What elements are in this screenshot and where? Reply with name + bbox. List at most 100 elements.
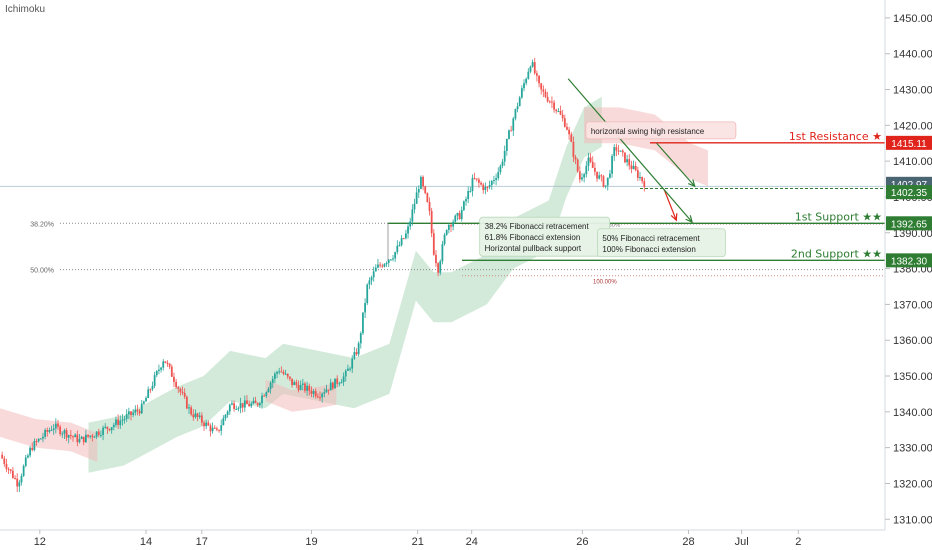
candle-body (478, 179, 480, 183)
candle-body (424, 186, 427, 194)
candle-body (192, 414, 195, 418)
candle-body (525, 78, 528, 84)
candle-body (123, 418, 126, 420)
candle-body (130, 411, 132, 415)
candle-body (48, 430, 51, 432)
price-axis[interactable]: 1310.00 1320.00 1330.00 1340.00 1350.00 1360.… (885, 13, 932, 526)
candle-body (175, 382, 178, 388)
candle-body (194, 413, 197, 418)
candle-body (100, 434, 102, 436)
candle-body (387, 259, 390, 263)
candle-body (430, 210, 433, 234)
candle-body (396, 245, 399, 253)
candle-body (499, 165, 502, 173)
candle-body (67, 435, 70, 438)
candle-body (142, 401, 145, 404)
x-tick-label: 19 (305, 536, 317, 548)
candle-body (533, 62, 536, 74)
pullback-arrow-head (688, 179, 696, 188)
fib-swing-arrow-head (685, 215, 693, 224)
candle-body (563, 118, 566, 127)
candle-body (37, 438, 40, 442)
candle-body (211, 427, 214, 432)
resistance-price-tag: 1415.11 (891, 139, 927, 150)
candle-body (177, 387, 180, 389)
x-tick-label: 26 (576, 536, 588, 548)
candle-body (258, 403, 261, 406)
candle-body (505, 138, 508, 151)
candle-body (278, 371, 281, 373)
price-axis-background (885, 0, 932, 550)
candle-body (334, 378, 336, 389)
candle-body (574, 157, 577, 160)
candle-body (452, 221, 455, 227)
candle-body (301, 383, 304, 385)
candle-body (536, 73, 538, 76)
candle-body (91, 435, 94, 437)
candle-body (338, 383, 341, 385)
candle-body (235, 408, 238, 410)
candle-body (613, 147, 616, 157)
candle-body (312, 391, 315, 394)
candle-body (147, 389, 150, 398)
candle-body (450, 224, 452, 227)
candle-body (205, 422, 208, 427)
candle-body (78, 438, 81, 443)
candle-body (340, 381, 343, 384)
candle-body (551, 101, 553, 103)
candle-body (351, 358, 354, 369)
candle-body (106, 426, 109, 429)
candle-body (198, 415, 201, 418)
candle-body (370, 277, 373, 281)
candle-body (555, 109, 558, 112)
candle-body (291, 378, 293, 386)
candle-body (349, 368, 351, 370)
candle-body (273, 373, 276, 379)
candle-body (14, 477, 16, 479)
candle-body (593, 167, 596, 172)
candle-body (323, 392, 326, 394)
candle-body (379, 264, 382, 266)
candle-body (132, 412, 135, 415)
candle-body (231, 403, 233, 405)
support2-note-line: 50% Fibonacci retracement (602, 234, 700, 243)
candle-body (585, 165, 588, 175)
support-1-price-tag-bg (886, 216, 932, 231)
candle-body (125, 414, 128, 419)
support1-note-line: 61.8% Fibonacci extension (485, 233, 581, 242)
candle-body (286, 373, 289, 377)
candle-body (57, 423, 59, 427)
candle-body (426, 193, 429, 202)
candle-body (97, 431, 100, 435)
candle-body (488, 185, 491, 187)
candle-body (344, 370, 347, 377)
candles (1, 57, 646, 493)
candle-body (447, 224, 450, 230)
y-tick-label: 1390.00 (893, 228, 932, 240)
candle-body (218, 429, 220, 431)
candle-body (316, 396, 319, 398)
candle-body (216, 428, 218, 430)
candle-body (540, 83, 543, 90)
candle-body (639, 177, 641, 179)
candle-body (54, 423, 57, 429)
time-axis[interactable]: 12 14 17 19 21 24 26 28 Jul 2 (34, 530, 802, 548)
candle-body (538, 75, 540, 84)
candle-body (27, 455, 29, 458)
candle-body (634, 165, 637, 171)
candle-body (624, 152, 626, 163)
candle-body (520, 88, 523, 98)
candle-body (611, 156, 613, 174)
candle-body (394, 252, 397, 259)
candle-body (417, 188, 420, 193)
candle-body (473, 178, 476, 180)
candle-body (583, 174, 586, 178)
y-tick-label: 1360.00 (893, 335, 932, 347)
candle-body (490, 181, 493, 186)
candle-body (69, 435, 72, 437)
candle-body (568, 129, 571, 135)
candle-body (389, 259, 392, 261)
y-tick-label: 1430.00 (893, 85, 932, 97)
